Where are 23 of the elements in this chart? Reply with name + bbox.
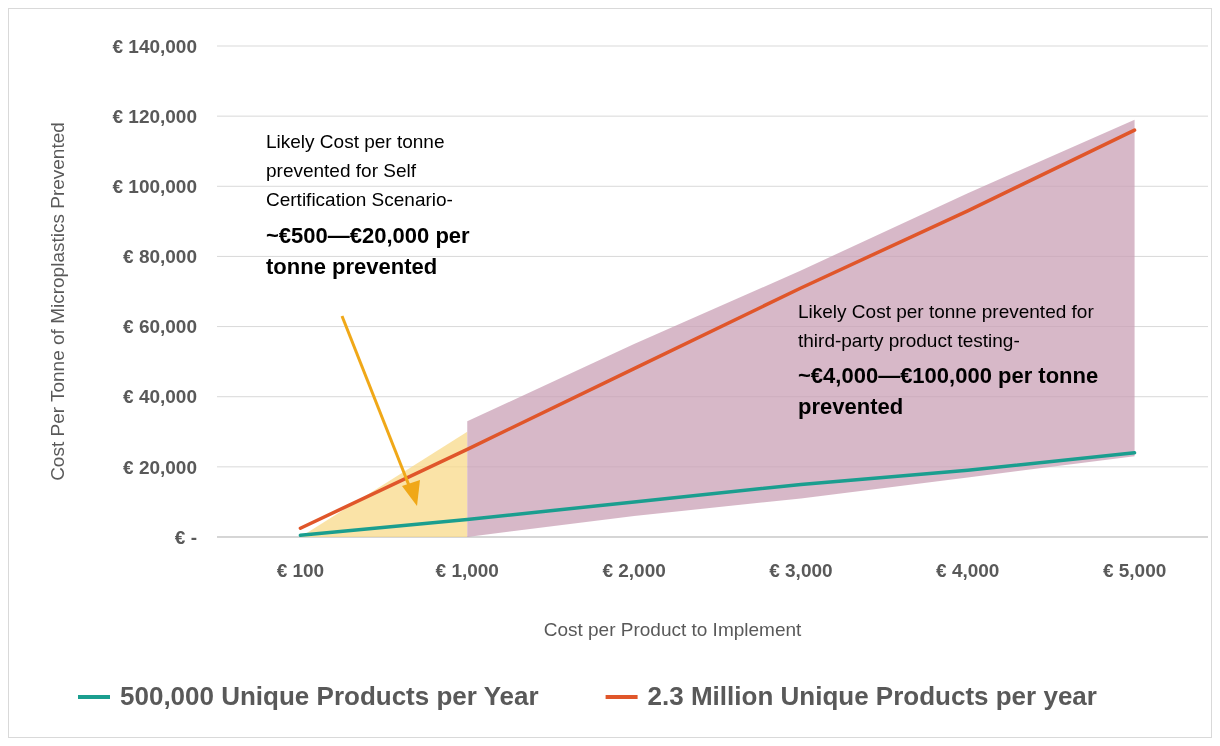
legend-label: 500,000 Unique Products per Year — [120, 681, 539, 711]
y-tick-label: € 140,000 — [112, 35, 197, 57]
y-tick-label: € 60,000 — [123, 316, 197, 338]
y-axis-title: Cost Per Tonne of Microplastics Prevented — [47, 122, 68, 481]
annotation: Likely Cost per tonne prevented for third-party product testing- — [798, 301, 1095, 351]
annotation: Likely Cost per tonne prevented for Self Certification Scenario- — [266, 131, 453, 210]
y-tick-label: € 20,000 — [123, 456, 197, 478]
line-series — [298, 451, 1137, 537]
x-tick-label: € 1,000 — [435, 560, 499, 581]
x-tick-label: € 5,000 — [1102, 560, 1167, 581]
y-tick-label: € - — [174, 526, 197, 548]
x-axis-title: Cost per Product to Implement — [543, 619, 803, 640]
annotation: ~€500—€20,000 per tonne prevented — [266, 223, 471, 279]
x-tick-label: € 100 — [276, 560, 325, 581]
y-tick-label: € 100,000 — [112, 175, 197, 197]
x-tick-label: € 3,000 — [769, 560, 833, 581]
y-tick-label: € 120,000 — [112, 105, 197, 127]
annotation: ~€4,000—€100,000 per tonne prevented — [798, 363, 1099, 419]
y-tick-label: € 80,000 — [123, 246, 197, 268]
y-tick-label: € 40,000 — [123, 386, 197, 408]
legend-label: 2.3 Million Unique Products per year — [647, 681, 1097, 711]
x-tick-label: € 2,000 — [602, 560, 666, 581]
x-tick-label: € 4,000 — [936, 560, 1000, 581]
